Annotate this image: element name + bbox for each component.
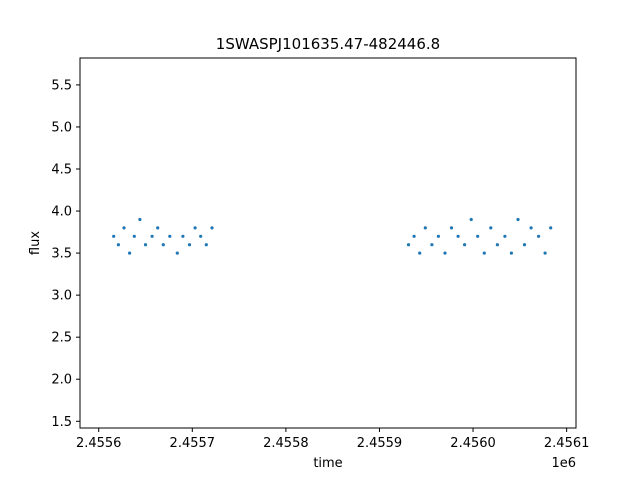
data-point	[516, 217, 520, 222]
y-tick-label: 3.0	[51, 289, 72, 304]
y-axis-label: flux	[28, 231, 43, 255]
data-point	[509, 251, 513, 255]
data-point	[529, 226, 533, 230]
data-point	[482, 251, 486, 255]
y-axis: 1.5 2.0 2.5 3.0 3.5 4.0 4.5 5.0 5.5	[51, 78, 80, 430]
data-point	[210, 226, 214, 230]
data-point	[199, 234, 203, 238]
x-tick-label: 2.4560	[450, 436, 496, 451]
data-point	[430, 243, 434, 247]
data-point	[175, 251, 179, 255]
data-point	[187, 243, 192, 247]
data-point	[204, 243, 208, 247]
data-point	[150, 234, 154, 238]
data-point	[122, 226, 126, 230]
y-tick-label: 2.5	[51, 331, 72, 346]
data-point	[168, 234, 172, 238]
data-point	[132, 234, 136, 238]
y-tick-label: 1.5	[51, 415, 72, 430]
data-point	[436, 234, 440, 238]
data-point	[128, 251, 132, 255]
x-axis-offset-label: 1e6	[551, 456, 576, 471]
data-point	[476, 234, 480, 238]
data-point	[489, 226, 493, 230]
data-point	[522, 243, 527, 247]
data-point	[443, 251, 447, 255]
data-point	[463, 243, 467, 247]
y-tick-label: 2.0	[51, 373, 72, 388]
x-axis-label: time	[313, 456, 342, 471]
plot-frame	[79, 57, 577, 429]
data-point	[495, 243, 499, 247]
y-tick-label: 4.0	[51, 205, 72, 220]
data-point	[156, 226, 160, 230]
x-tick-label: 2.4557	[170, 436, 216, 451]
x-tick-label: 2.4559	[357, 436, 403, 451]
data-point	[537, 234, 541, 238]
data-point	[503, 234, 507, 238]
data-point	[418, 251, 422, 255]
data-point	[549, 226, 553, 230]
data-point	[112, 234, 116, 238]
data-point	[193, 226, 197, 230]
x-axis: 2.4556 2.4557 2.4558 2.4559 2.4560 2.4561	[76, 428, 589, 451]
x-tick-label: 2.4561	[544, 436, 590, 451]
data-point	[116, 243, 120, 247]
chart-title: 1SWASPJ101635.47-482446.8	[216, 35, 440, 53]
data-point	[181, 234, 185, 238]
y-tick-label: 5.5	[51, 78, 72, 93]
data-point	[138, 217, 142, 222]
data-point	[412, 234, 416, 238]
data-point	[449, 226, 454, 230]
data-point	[469, 217, 473, 222]
data-point	[406, 243, 411, 247]
data-points	[112, 217, 553, 255]
data-point	[543, 251, 547, 255]
y-tick-label: 3.5	[51, 247, 72, 262]
data-point	[161, 243, 165, 247]
y-tick-label: 5.0	[51, 120, 72, 135]
y-tick-label: 4.5	[51, 163, 72, 178]
x-tick-label: 2.4556	[76, 436, 122, 451]
data-point	[456, 234, 460, 238]
data-point	[423, 226, 427, 230]
x-tick-label: 2.4558	[263, 436, 309, 451]
data-point	[143, 243, 148, 247]
